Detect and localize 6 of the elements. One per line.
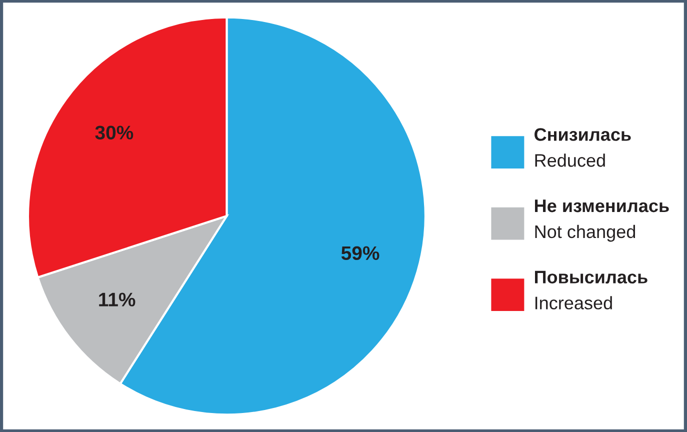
data-label: 30% — [95, 126, 134, 140]
legend-label: Снизилась Reduced — [534, 128, 631, 167]
data-label: 59% — [341, 246, 380, 260]
legend-label: Не изменилась Not changed — [535, 200, 669, 242]
legend-label: Повысилась Increased — [535, 270, 648, 310]
data-label: 11% — [99, 292, 136, 306]
